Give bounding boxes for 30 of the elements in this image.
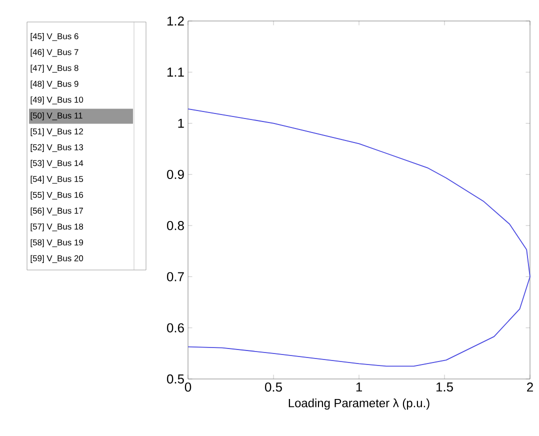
x-tick-label: 1 bbox=[356, 382, 362, 392]
text: [46] V_Bus 7 bbox=[30, 48, 78, 57]
line-series bbox=[188, 108, 530, 367]
y-tick-label: 1.2 bbox=[167, 16, 184, 26]
y-tick-label: 0.5 bbox=[166, 374, 184, 384]
text: [50] V_Bus 11 bbox=[30, 112, 82, 120]
text: [56] V_Bus 17 bbox=[30, 207, 83, 216]
y-tick-label: 0.6 bbox=[166, 323, 184, 332]
x-axis-title: Loading Parameter λ (p.u.) bbox=[288, 398, 430, 410]
x-tick-label: 1.5 bbox=[436, 382, 453, 392]
text: [51] V_Bus 12 bbox=[30, 128, 83, 136]
text: [57] V_Bus 18 bbox=[30, 223, 84, 232]
y-tick-label: 1 bbox=[178, 118, 184, 128]
text: [48] V_Bus 9 bbox=[30, 80, 78, 89]
text: [58] V_Bus 19 bbox=[30, 239, 83, 248]
text: [52] V_Bus 13 bbox=[30, 144, 84, 152]
y-tick-label: 1.1 bbox=[167, 68, 184, 77]
text: [53] V_Bus 14 bbox=[30, 160, 84, 168]
text: [49] V_Bus 10 bbox=[30, 96, 84, 104]
y-tick-label: 0.9 bbox=[166, 170, 184, 179]
x-tick-label: 0.5 bbox=[265, 382, 282, 392]
x-tick-label: 2 bbox=[527, 382, 533, 392]
text: [47] V_Bus 8 bbox=[30, 64, 78, 73]
text: [55] V_Bus 16 bbox=[30, 192, 84, 200]
text: [54] V_Bus 15 bbox=[30, 176, 84, 184]
x-tick-label: 0 bbox=[184, 382, 192, 392]
text: [45] V_Bus 6 bbox=[30, 33, 78, 41]
text: [59] V_Bus 20 bbox=[30, 255, 84, 263]
y-tick-label: 0.8 bbox=[166, 220, 184, 230]
y-tick-label: 0.7 bbox=[166, 272, 184, 282]
